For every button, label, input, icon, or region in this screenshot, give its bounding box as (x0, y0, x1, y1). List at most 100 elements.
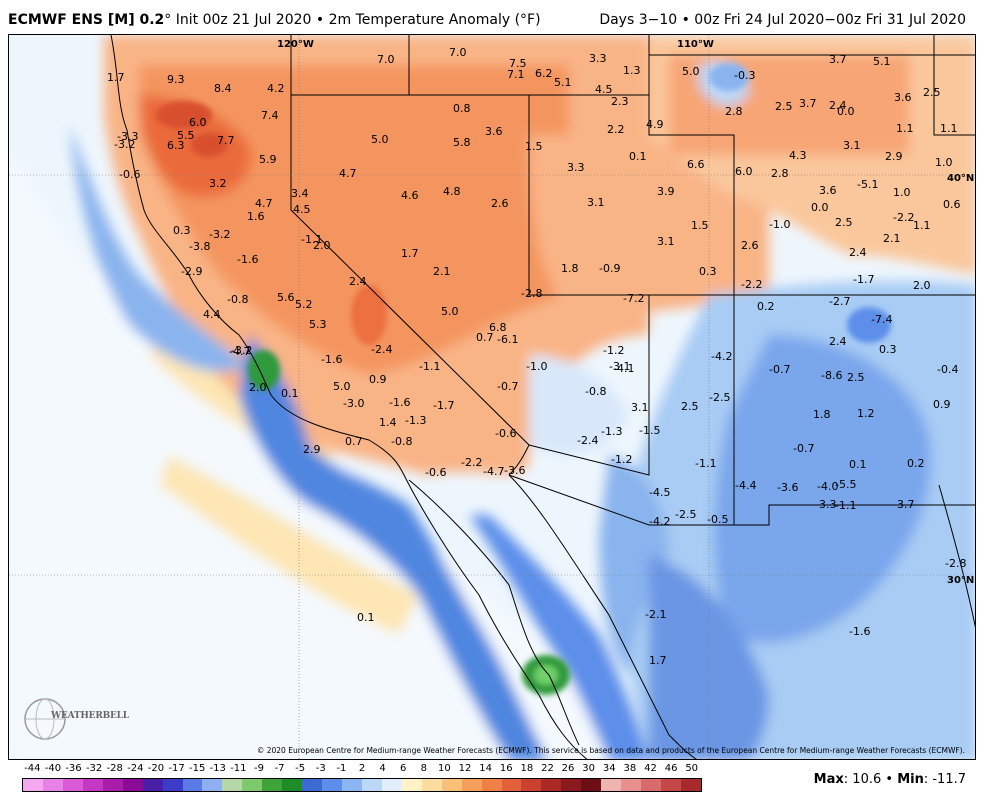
anomaly-value: 6.3 (167, 139, 185, 152)
anomaly-value: -4.7 (483, 465, 504, 478)
colorbar-tick-label: 38 (623, 763, 637, 774)
colorbar-tick-label: -3 (315, 763, 326, 774)
anomaly-value: 4.5 (293, 203, 311, 216)
anomaly-value: -4.0 (817, 480, 838, 493)
anomaly-value: 2.4 (349, 275, 367, 288)
colorbar-tick-label: 50 (685, 763, 699, 774)
arizona-border (528, 295, 650, 476)
valid-time-range: Days 3−10 • 00z Fri 24 Jul 2020−00z Fri … (599, 12, 966, 28)
colorbar-cell (561, 779, 582, 791)
colorbar-cell (82, 779, 103, 791)
anomaly-value: -2.4 (371, 343, 392, 356)
anomaly-value: 3.2 (209, 177, 227, 190)
longitude-label-110w: 110°W (677, 39, 714, 50)
anomaly-value: -0.7 (793, 442, 814, 455)
anomaly-value: 2.5 (847, 371, 865, 384)
anomaly-value: -2.1 (645, 608, 666, 621)
colorbar-cell (162, 779, 183, 791)
anomaly-value: -4.7 (229, 345, 250, 358)
anomaly-value: -2.7 (829, 295, 850, 308)
anomaly-value: 3.3 (567, 161, 585, 174)
anomaly-value: -1.6 (321, 353, 342, 366)
anomaly-value: 1.1 (896, 122, 914, 135)
colorbar-tick-label: 14 (479, 763, 492, 774)
anomaly-value: 3.7 (799, 97, 817, 110)
anomaly-value: 1.7 (401, 247, 419, 260)
anomaly-value: 2.6 (741, 239, 759, 252)
anomaly-value: 0.6 (943, 198, 961, 211)
max-value: : 10.6 (843, 772, 882, 787)
anomaly-map: 120°W 110°W 40°N 30°N 1.7 9.3 8.4 4.2 7.0 7.0… (8, 34, 976, 760)
anomaly-value: 9.3 (167, 73, 185, 86)
colorbar-cell (621, 779, 642, 791)
colorbar-tick-label: -15 (188, 763, 206, 774)
anomaly-value: -2.4 (577, 434, 598, 447)
anomaly-value: -3.1 (609, 360, 630, 373)
anomaly-value: 4.7 (339, 167, 357, 180)
gulf-of-mexico-coast (938, 484, 975, 628)
anomaly-value: -2.5 (709, 391, 730, 404)
anomaly-value: -4.5 (649, 486, 670, 499)
anomaly-value: -3.0 (343, 397, 364, 410)
graticule (9, 35, 975, 759)
anomaly-value: 2.9 (885, 150, 903, 163)
anomaly-value: -1.7 (853, 273, 874, 286)
map-title: ECMWF ENS [M] 0.2° Init 00z 21 Jul 2020 … (8, 12, 541, 28)
anomaly-value: 3.1 (631, 401, 649, 414)
anomaly-value: 0.3 (699, 265, 717, 278)
colorbar-tick-label: 2 (358, 763, 366, 774)
anomaly-value: -7.2 (623, 292, 644, 305)
anomaly-value: 2.0 (913, 279, 931, 292)
anomaly-value: 0.7 (476, 331, 494, 344)
logo-globe-icon (24, 698, 66, 740)
anomaly-value: -3.7 (893, 498, 914, 511)
anomaly-value: -5.1 (857, 178, 878, 191)
anomaly-value: -0.6 (425, 466, 446, 479)
colorbar-cell (361, 779, 382, 791)
max-label: Max (813, 772, 844, 787)
colorbar-cell (680, 779, 701, 791)
colorbar-cell (521, 779, 542, 791)
latitude-label-30n: 30°N (947, 575, 974, 586)
colorbar-tick-label: 4 (379, 763, 386, 774)
anomaly-value: 1.5 (691, 219, 709, 232)
anomaly-value: 2.4 (829, 335, 847, 348)
colorbar-tick-label: 30 (582, 763, 596, 774)
anomaly-value: -2.2 (893, 211, 914, 224)
colorbar-cell (581, 779, 602, 791)
colorbar-tick-label: 18 (520, 763, 534, 774)
anomaly-value: 1.5 (525, 140, 543, 153)
anomaly-value: -3.8 (189, 240, 210, 253)
colorbar-tick-label: -28 (106, 763, 123, 774)
anomaly-value: -1.6 (237, 253, 258, 266)
anomaly-value: 4.8 (443, 185, 461, 198)
anomaly-value: 0.1 (849, 458, 867, 471)
anomaly-value: -1.1 (695, 457, 716, 470)
colorbar-tick-label: -17 (168, 763, 185, 774)
texas-border (734, 504, 975, 526)
anomaly-value: -1.7 (433, 399, 454, 412)
min-label: Min (897, 772, 924, 787)
anomaly-value: -3.2 (114, 138, 135, 151)
anomaly-value: -2.9 (181, 265, 202, 278)
anomaly-value: 2.0 (249, 381, 267, 394)
anomaly-value: 5.3 (309, 318, 327, 331)
anomaly-value: 3.9 (657, 185, 675, 198)
anomaly-value: 4.7 (255, 197, 273, 210)
colorbar-cell (142, 779, 163, 791)
anomaly-value: 0.0 (811, 201, 829, 214)
colorbar-tick-label: -11 (230, 763, 247, 774)
colorbar-tick-label: -1 (336, 763, 347, 774)
anomaly-value: 0.1 (629, 150, 647, 163)
anomaly-value: -3.3 (117, 130, 138, 143)
anomaly-value: 4.3 (789, 149, 807, 162)
gulf-coast (508, 474, 697, 759)
pacific-coastline (110, 35, 588, 759)
anomaly-value: 7.5 (509, 57, 527, 70)
colorbar-cell (102, 779, 123, 791)
anomaly-value: 2.2 (607, 123, 625, 136)
colorbar-tick-label: 46 (664, 763, 678, 774)
colorbar-tick-label: 26 (561, 763, 575, 774)
colorbar-tick-label: -13 (209, 763, 226, 774)
anomaly-value: 2.4 (829, 99, 847, 112)
